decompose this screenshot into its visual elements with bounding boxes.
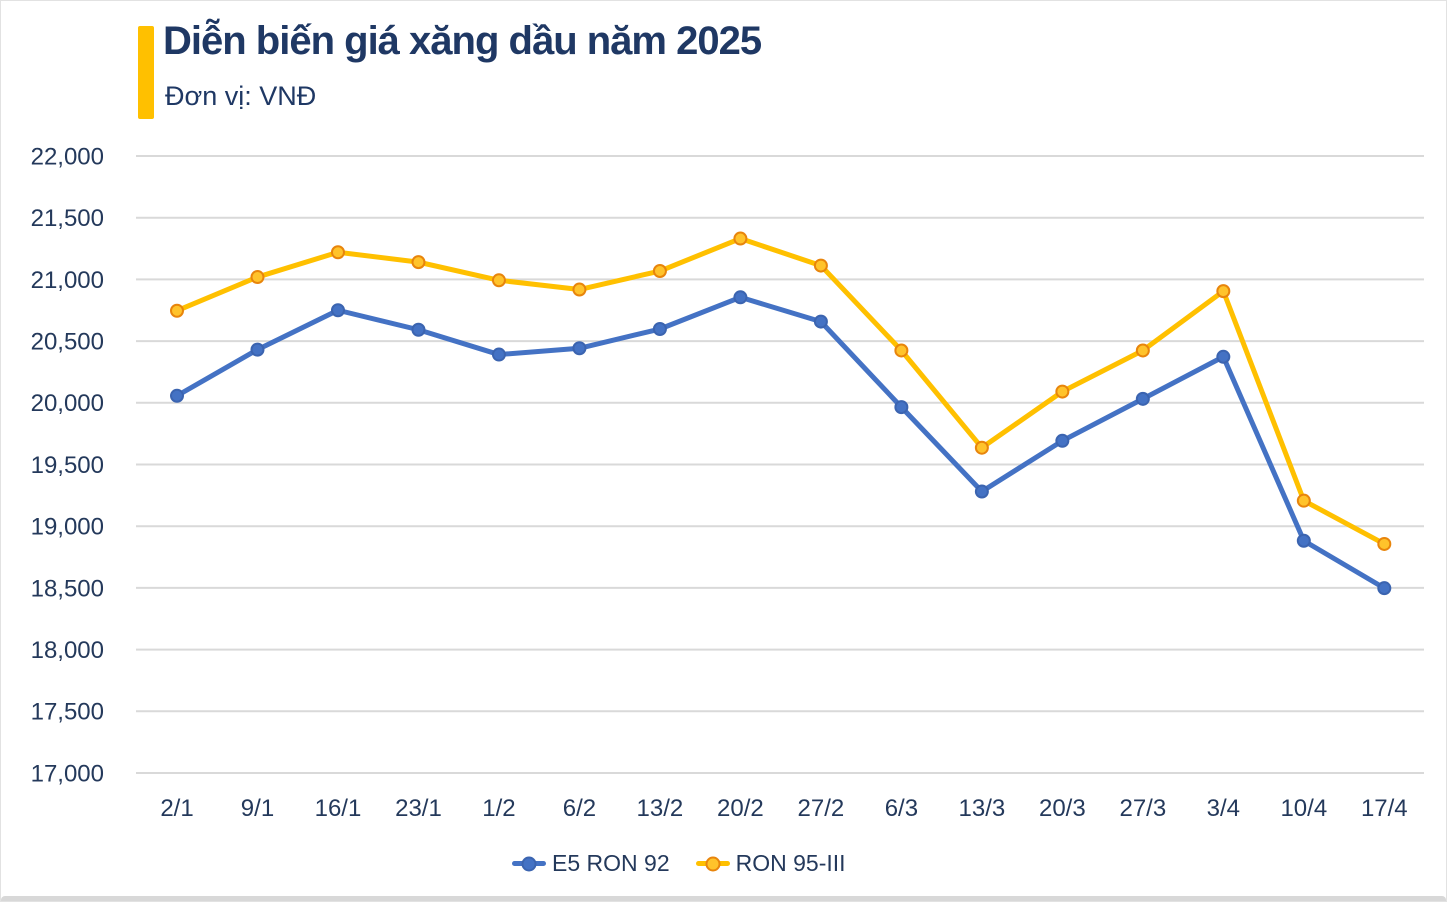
y-axis-tick-label: 18,000	[31, 637, 104, 664]
chart-legend: E5 RON 92 RON 95-III	[512, 850, 846, 877]
data-point-e5-ron-92	[813, 314, 828, 329]
chart-title: Diễn biến giá xăng dầu năm 2025	[163, 19, 762, 63]
y-axis-tick-label: 19,500	[31, 452, 104, 479]
data-point-ron-95-iii	[330, 245, 345, 260]
data-point-e5-ron-92	[170, 388, 184, 403]
series-line-e5-ron-92	[174, 294, 1387, 591]
data-point-ron-95-iii	[1055, 384, 1070, 399]
x-axis-tick-label: 2/1	[160, 795, 193, 822]
y-axis-tick-label: 20,500	[31, 329, 104, 356]
y-axis-tick-label: 22,000	[31, 143, 104, 170]
chart-unit-label: Đơn vị: VNĐ	[165, 81, 317, 111]
data-point-e5-ron-92	[652, 322, 667, 337]
data-point-ron-95-iii	[491, 273, 506, 288]
y-axis-tick-label: 19,000	[31, 514, 104, 541]
data-point-ron-95-iii	[1216, 284, 1231, 299]
x-axis-tick-label: 23/1	[395, 795, 442, 822]
x-axis-tick-label: 20/3	[1039, 795, 1086, 822]
x-axis-tick-label: 13/3	[959, 795, 1006, 822]
data-point-e5-ron-92	[572, 341, 587, 356]
data-point-e5-ron-92	[1135, 391, 1150, 406]
data-point-e5-ron-92	[1296, 533, 1311, 548]
x-axis-tick-label: 6/2	[563, 795, 596, 822]
data-point-e5-ron-92	[411, 322, 426, 337]
y-axis-tick-label: 20,000	[31, 390, 104, 417]
x-axis-tick-label: 27/3	[1119, 795, 1166, 822]
data-point-e5-ron-92	[250, 342, 265, 357]
legend-marker-e5-ron-92	[512, 856, 546, 871]
data-point-ron-95-iii	[652, 264, 667, 279]
legend-dot-e5-ron-92	[521, 856, 537, 871]
data-point-e5-ron-92	[330, 303, 345, 318]
data-point-ron-95-iii	[974, 440, 989, 455]
y-axis-tick-label: 17,000	[31, 760, 104, 787]
data-point-e5-ron-92	[974, 484, 989, 499]
data-point-ron-95-iii	[170, 303, 184, 318]
data-point-ron-95-iii	[1135, 343, 1150, 358]
x-axis-tick-label: 3/4	[1207, 795, 1240, 822]
window-bottom-edge	[1, 896, 1446, 901]
data-point-e5-ron-92	[491, 347, 506, 362]
x-axis-tick-label: 20/2	[717, 795, 764, 822]
x-axis-tick-label: 6/3	[885, 795, 918, 822]
x-axis-tick-label: 13/2	[637, 795, 684, 822]
x-axis-tick-label: 9/1	[241, 795, 274, 822]
data-point-ron-95-iii	[1377, 536, 1392, 551]
x-axis-tick-label: 1/2	[482, 795, 515, 822]
data-point-ron-95-iii	[733, 231, 748, 246]
x-axis-tick-label: 16/1	[315, 795, 362, 822]
series-line-ron-95-iii	[174, 236, 1387, 547]
y-axis-tick-label: 21,500	[31, 205, 104, 232]
x-axis-tick-label: 27/2	[798, 795, 845, 822]
data-point-e5-ron-92	[733, 290, 748, 305]
title-accent-bar	[138, 26, 154, 119]
data-point-e5-ron-92	[1216, 349, 1231, 364]
data-point-ron-95-iii	[411, 255, 426, 270]
legend-marker-ron-95-iii	[695, 856, 730, 871]
x-axis-tick-label: 17/4	[1361, 795, 1408, 822]
legend-label-ron-95-iii: RON 95-III	[735, 850, 846, 876]
data-point-ron-95-iii	[813, 258, 828, 273]
y-axis-tick-label: 18,500	[31, 575, 104, 602]
legend-dot-ron-95-iii	[705, 856, 721, 871]
legend-item-ron-95-iii: RON 95-III	[695, 850, 846, 877]
y-axis-tick-label: 21,000	[31, 267, 104, 294]
data-point-ron-95-iii	[572, 282, 587, 297]
data-point-e5-ron-92	[894, 400, 909, 415]
legend-item-e5-ron-92: E5 RON 92	[512, 850, 670, 877]
data-point-ron-95-iii	[1296, 493, 1311, 508]
data-point-ron-95-iii	[250, 270, 265, 285]
x-axis-tick-label: 10/4	[1280, 795, 1327, 822]
legend-label-e5-ron-92: E5 RON 92	[552, 850, 670, 876]
data-point-ron-95-iii	[894, 343, 909, 358]
data-point-e5-ron-92	[1055, 433, 1070, 448]
data-point-e5-ron-92	[1377, 581, 1392, 596]
y-axis-tick-label: 17,500	[31, 699, 104, 726]
